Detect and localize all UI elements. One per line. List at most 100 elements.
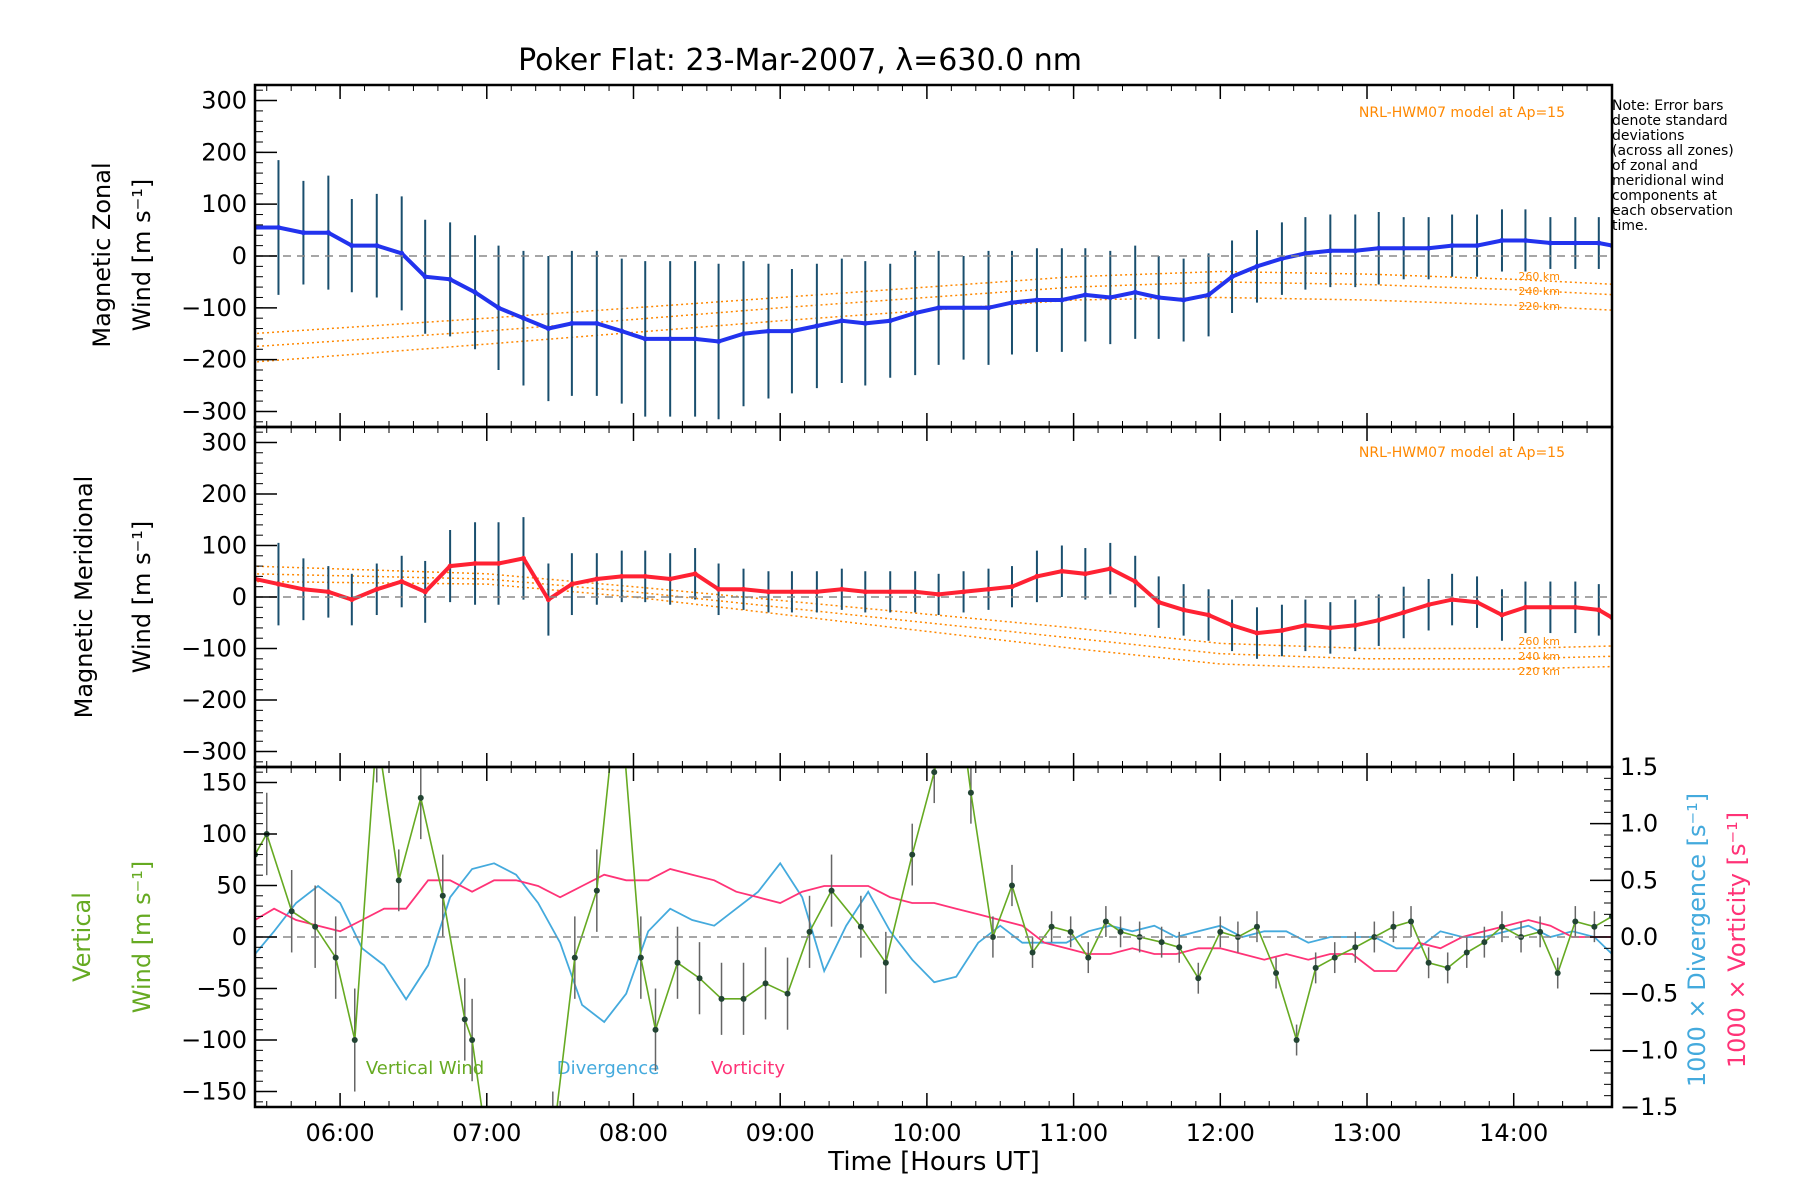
note-line: meridional wind <box>1612 173 1724 189</box>
data-point <box>1107 566 1113 572</box>
data-point <box>1426 245 1432 251</box>
model-curve <box>255 281 1612 348</box>
x-tick-label: 10:00 <box>892 1119 961 1147</box>
x-tick-label: 09:00 <box>746 1119 815 1147</box>
data-point <box>374 243 380 249</box>
y-tick-label: 150 <box>201 768 247 796</box>
data-point <box>349 597 355 603</box>
data-point <box>300 230 306 236</box>
data-point <box>472 289 478 295</box>
data-point <box>696 975 703 982</box>
data-point <box>667 576 673 582</box>
data-point <box>1254 630 1260 636</box>
zonal-wind-panel: Magnetic Zonal Wind [m s⁻¹] NRL-HWM07 mo… <box>88 105 1565 348</box>
y-tick-label: −300 <box>181 738 247 766</box>
data-point <box>1449 243 1455 249</box>
vertical-wind-line <box>255 767 1612 1107</box>
y-tick-label: 50 <box>216 871 247 899</box>
data-point <box>461 1016 468 1023</box>
data-point <box>936 305 942 311</box>
y-tick-label: 0.5 <box>1620 866 1658 894</box>
data-point <box>422 589 428 595</box>
data-point <box>1352 944 1359 951</box>
x-tick-label: 14:00 <box>1479 1119 1548 1147</box>
data-point <box>1156 294 1162 300</box>
data-point <box>1082 292 1088 298</box>
data-point <box>642 336 648 342</box>
y-tick-label: 100 <box>201 190 247 218</box>
data-point <box>1444 964 1451 971</box>
y-tick-label: −200 <box>181 346 247 374</box>
data-point <box>1206 292 1212 298</box>
data-point <box>789 328 795 334</box>
divergence-axis-label: 1000 × Divergence [s⁻¹] <box>1683 793 1711 1087</box>
model-altitude-label: 240 km <box>1518 650 1560 663</box>
data-point <box>1572 604 1578 610</box>
data-point <box>1158 939 1165 946</box>
data-point <box>1279 256 1285 262</box>
model-curve <box>255 573 1612 660</box>
data-point <box>931 769 938 776</box>
y-tick-label: −200 <box>181 686 247 714</box>
x-tick-label: 07:00 <box>452 1119 521 1147</box>
data-point <box>1474 599 1480 605</box>
data-point <box>619 328 625 334</box>
data-point <box>1253 923 1260 930</box>
data-point <box>887 318 893 324</box>
data-point <box>1217 928 1224 935</box>
y-axis-label: Wind [m s⁻¹] <box>128 179 156 331</box>
data-point <box>1181 607 1187 613</box>
note-line: deviations <box>1612 128 1684 144</box>
x-tick-label: 13:00 <box>1332 1119 1401 1147</box>
y-tick-label: 1.5 <box>1620 753 1658 781</box>
data-point <box>399 579 405 585</box>
y-tick-label: −1.0 <box>1620 1036 1678 1064</box>
data-point <box>1254 263 1260 269</box>
data-point <box>520 1181 526 1187</box>
data-point <box>1522 237 1528 243</box>
data-point <box>349 243 355 249</box>
vertical-series <box>255 676 1612 1198</box>
y-tick-label: 0 <box>232 923 247 951</box>
y-tick-label: −100 <box>181 1026 247 1054</box>
y-axis-label: Magnetic Zonal <box>88 162 116 347</box>
y-tick-label: −100 <box>181 294 247 322</box>
note-line: each observation <box>1612 203 1733 219</box>
data-point <box>1273 970 1280 977</box>
data-point <box>1401 609 1407 615</box>
note-line: denote standard <box>1612 113 1728 129</box>
data-point <box>491 1192 497 1198</box>
y-axis-label: Vertical <box>68 892 96 982</box>
data-point <box>594 576 600 582</box>
meridional-wind-panel: Magnetic Meridional Wind [m s⁻¹] NRL-HWM… <box>70 445 1565 718</box>
data-point <box>887 589 893 595</box>
data-point <box>1499 612 1505 618</box>
data-point <box>351 1037 358 1044</box>
note-line: components at <box>1612 188 1718 204</box>
data-point <box>1048 923 1055 930</box>
wind-line <box>255 225 1612 344</box>
data-point <box>469 1037 476 1044</box>
data-point <box>1009 300 1015 306</box>
y-tick-label: 100 <box>201 820 247 848</box>
data-point <box>1009 584 1015 590</box>
data-point <box>1463 949 1470 956</box>
data-point <box>1302 250 1308 256</box>
vorticity-line <box>255 868 1612 972</box>
legend-divergence: Divergence <box>557 1058 660 1079</box>
data-point <box>953 676 959 682</box>
data-point <box>1522 604 1528 610</box>
data-point <box>325 230 331 236</box>
data-point <box>520 555 526 561</box>
data-point <box>789 589 795 595</box>
data-point <box>986 305 992 311</box>
data-point <box>814 589 820 595</box>
data-point <box>1132 289 1138 295</box>
data-point <box>814 323 820 329</box>
data-point <box>1102 918 1109 925</box>
data-point <box>936 591 942 597</box>
data-point <box>1572 240 1578 246</box>
data-point <box>447 276 453 282</box>
model-altitude-label: 220 km <box>1518 300 1560 313</box>
data-point <box>741 586 747 592</box>
